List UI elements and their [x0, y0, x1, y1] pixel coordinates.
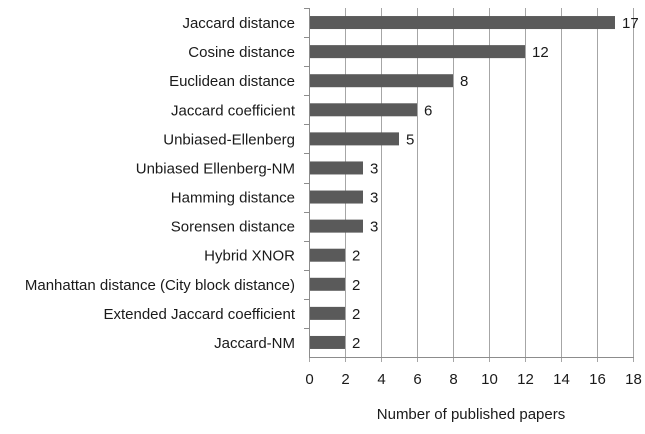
bar	[310, 45, 525, 59]
bars	[310, 16, 615, 349]
data-label: 3	[370, 219, 378, 236]
x-tick-label: 6	[413, 371, 421, 388]
bar	[310, 190, 363, 204]
x-tick-label: 4	[377, 371, 385, 388]
data-label: 6	[424, 102, 432, 119]
category-labels: Jaccard distance Cosine distance Euclidean…	[25, 15, 296, 352]
axes	[304, 8, 634, 362]
category-label: Unbiased-Ellenberg	[163, 131, 295, 148]
x-tick-label: 18	[625, 371, 642, 388]
bar	[310, 103, 417, 117]
x-tick-label: 8	[449, 371, 457, 388]
data-label: 3	[370, 160, 378, 177]
data-label: 2	[352, 277, 360, 294]
bar	[310, 16, 615, 30]
bar	[310, 306, 345, 320]
bar	[310, 248, 345, 262]
x-axis-title: Number of published papers	[377, 406, 565, 423]
x-tick-label: 14	[553, 371, 570, 388]
bar	[310, 161, 363, 175]
x-tick-label: 0	[305, 371, 313, 388]
data-label: 3	[370, 190, 378, 207]
bar	[310, 277, 345, 291]
data-label: 17	[622, 15, 639, 32]
x-tick-label: 16	[589, 371, 606, 388]
category-label: Hamming distance	[171, 190, 295, 207]
bar	[310, 219, 363, 233]
x-tick-label: 12	[517, 371, 534, 388]
category-label: Sorensen distance	[171, 219, 295, 236]
x-tick-labels: 0 2 4 6 8 10 12 14 16 18	[305, 371, 642, 388]
category-label: Manhattan distance (City block distance)	[25, 277, 295, 294]
category-label: Jaccard distance	[182, 15, 295, 32]
bar	[310, 74, 453, 88]
category-label: Cosine distance	[188, 44, 295, 61]
category-label: Extended Jaccard coefficient	[103, 306, 295, 323]
category-label: Jaccard coefficient	[171, 102, 296, 119]
data-label: 5	[406, 131, 414, 148]
gridlines	[345, 8, 634, 357]
category-label: Hybrid XNOR	[204, 248, 295, 265]
bar	[310, 132, 399, 146]
data-label: 2	[352, 335, 360, 352]
data-label: 12	[532, 44, 549, 61]
data-label: 2	[352, 306, 360, 323]
category-label: Unbiased Ellenberg-NM	[136, 160, 295, 177]
x-tick-label: 10	[481, 371, 498, 388]
category-label: Jaccard-NM	[214, 335, 295, 352]
data-label: 8	[460, 73, 468, 90]
category-label: Euclidean distance	[169, 73, 295, 90]
bar	[310, 335, 345, 349]
x-tick-label: 2	[341, 371, 349, 388]
data-label: 2	[352, 248, 360, 265]
